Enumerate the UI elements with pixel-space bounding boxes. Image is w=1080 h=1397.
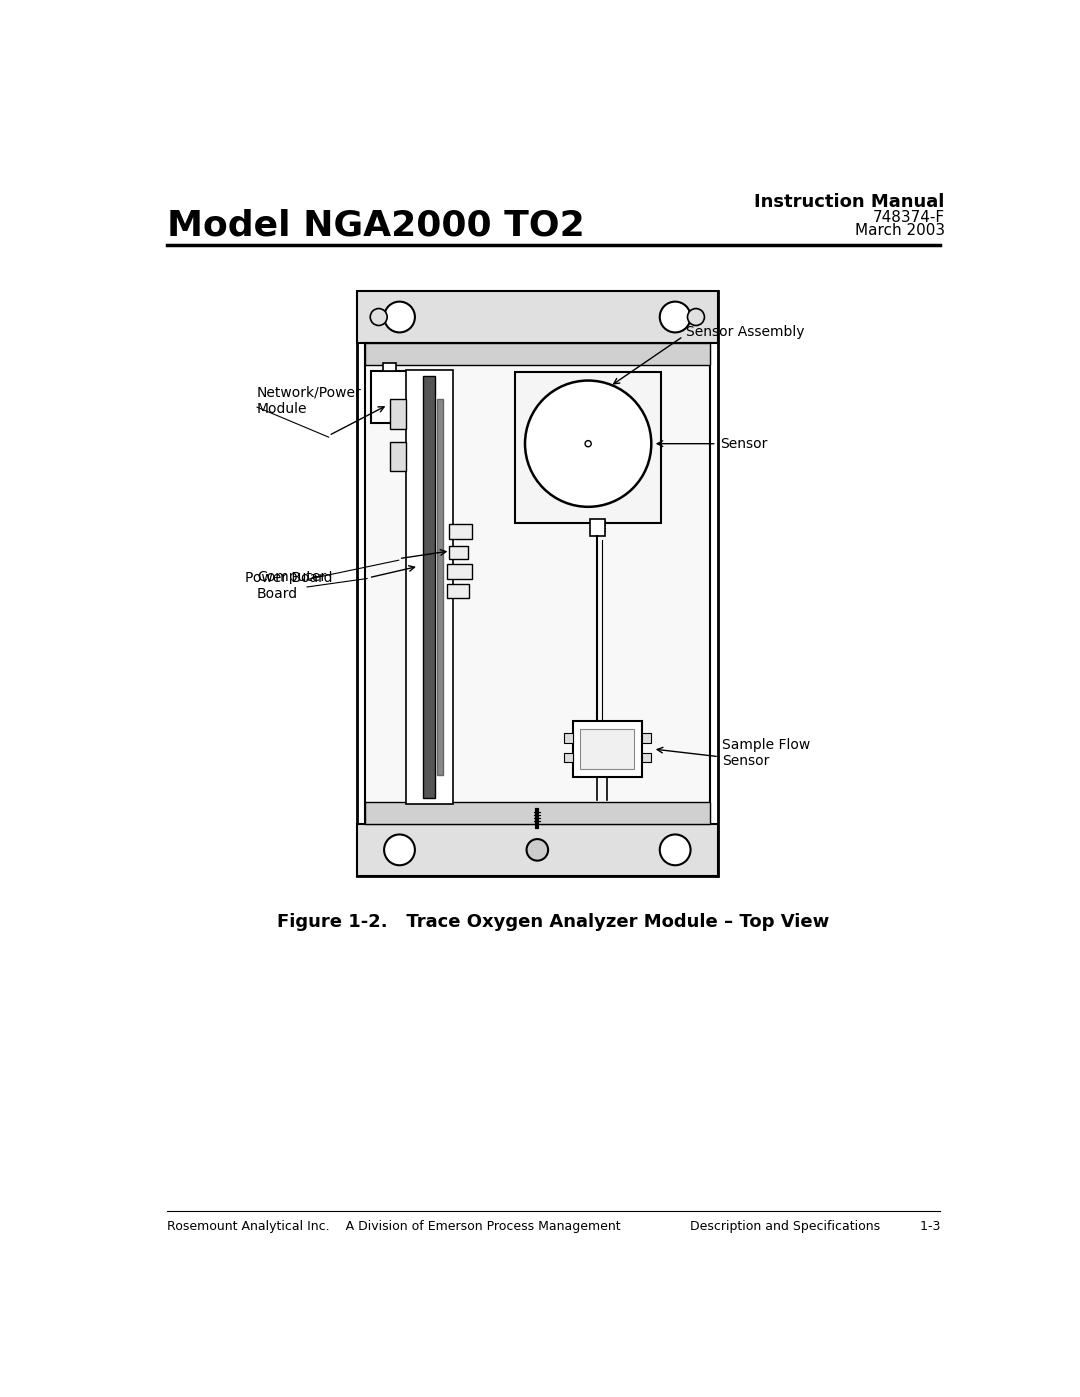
Circle shape [370, 309, 387, 326]
Circle shape [660, 302, 690, 332]
Bar [437, 400, 444, 775]
Bar [357, 291, 717, 344]
Bar [357, 291, 717, 876]
Circle shape [527, 840, 549, 861]
Text: Model NGA2000 TO2: Model NGA2000 TO2 [167, 208, 584, 243]
Bar [406, 370, 453, 805]
Bar [382, 363, 396, 372]
Bar [422, 376, 435, 798]
Bar [449, 546, 468, 559]
Text: Sensor Assembly: Sensor Assembly [686, 326, 804, 339]
Text: Sensor: Sensor [720, 437, 768, 451]
Bar [365, 802, 710, 824]
Bar [449, 524, 472, 539]
Text: Rosemount Analytical Inc.    A Division of Emerson Process Management: Rosemount Analytical Inc. A Division of … [167, 1220, 621, 1234]
Bar [564, 753, 572, 761]
Bar [564, 733, 572, 743]
Bar [357, 824, 717, 876]
Text: Computer
Board: Computer Board [257, 570, 326, 601]
Circle shape [660, 834, 690, 865]
Bar [390, 441, 406, 471]
Text: March 2003: March 2003 [854, 224, 945, 239]
Bar [447, 584, 469, 598]
Bar [642, 753, 651, 761]
Text: Network/Power
Module: Network/Power Module [257, 386, 362, 416]
Text: Sample Flow
Sensor: Sample Flow Sensor [723, 738, 810, 768]
Text: Description and Specifications          1-3: Description and Specifications 1-3 [690, 1220, 940, 1234]
Circle shape [384, 834, 415, 865]
Circle shape [525, 380, 651, 507]
Circle shape [688, 309, 704, 326]
Text: Power Board: Power Board [245, 571, 333, 585]
Bar [390, 400, 406, 429]
Bar [447, 564, 472, 580]
Text: Figure 1-2.   Trace Oxygen Analyzer Module – Top View: Figure 1-2. Trace Oxygen Analyzer Module… [278, 914, 829, 932]
Circle shape [585, 440, 591, 447]
Bar [515, 373, 661, 522]
Text: 748374-F: 748374-F [873, 210, 945, 225]
Bar [580, 729, 634, 768]
Bar [590, 518, 605, 535]
Circle shape [384, 302, 415, 332]
Bar [365, 344, 710, 824]
Bar [642, 733, 651, 743]
Bar [372, 372, 408, 423]
Bar [365, 344, 710, 365]
Bar [572, 721, 642, 777]
Text: Instruction Manual: Instruction Manual [754, 193, 945, 211]
